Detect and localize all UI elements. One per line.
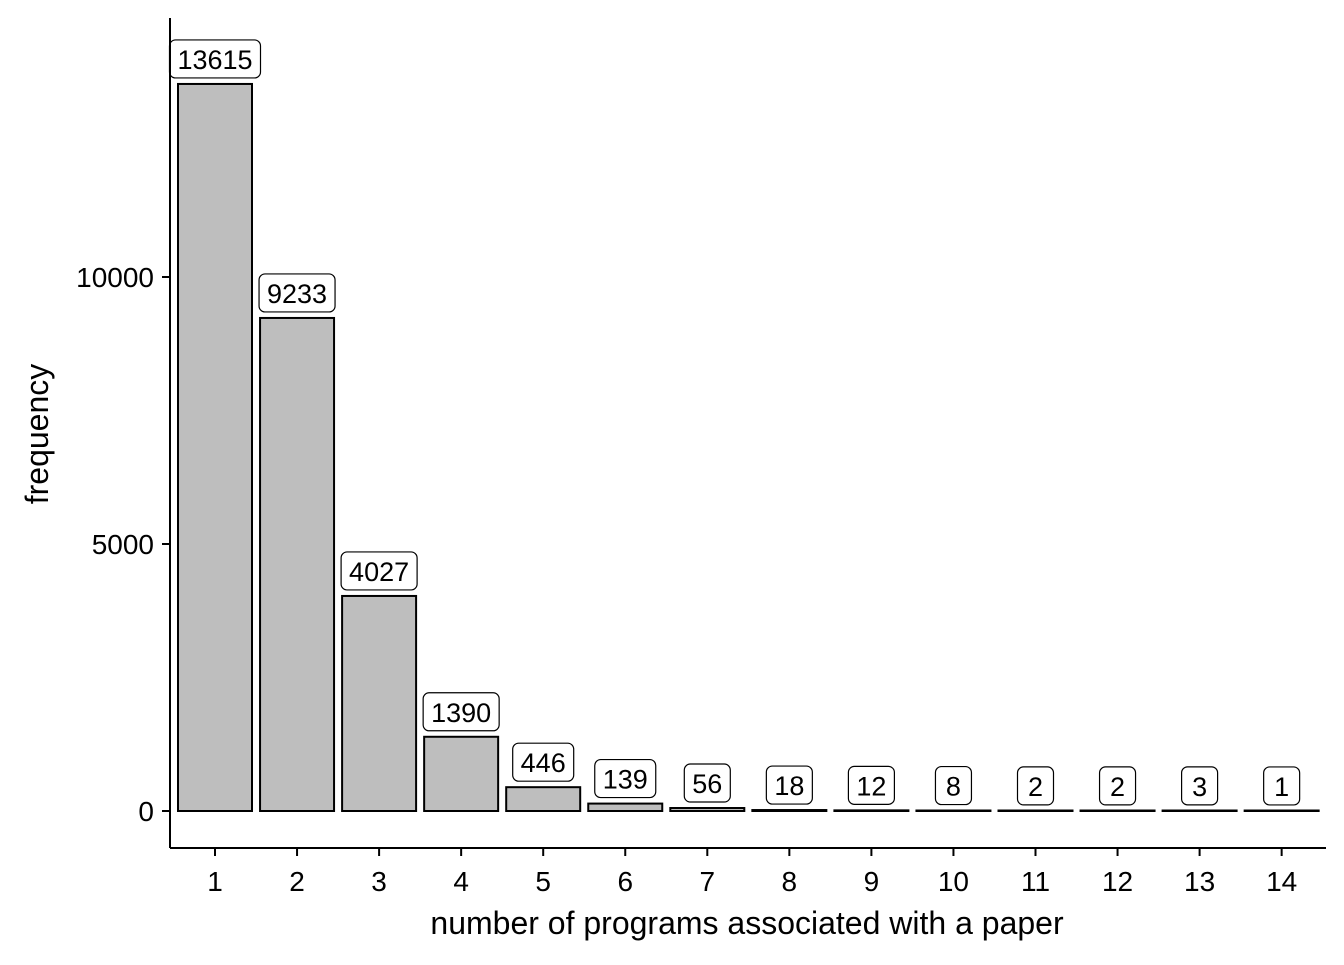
y-axis-title: frequency bbox=[19, 364, 55, 505]
data-label-box bbox=[1098, 766, 1137, 806]
data-label-box bbox=[422, 692, 500, 732]
data-label-box bbox=[1180, 766, 1219, 806]
data-label-box bbox=[934, 765, 973, 806]
x-ticks-layer: 1 2 3 4 5 6 7 8 9 10 11 12 13 14 bbox=[207, 848, 1297, 897]
data-label-9: 12 bbox=[847, 765, 896, 805]
data-label-4: 1390 bbox=[422, 692, 500, 732]
x-tick-label-9: 9 bbox=[864, 866, 880, 897]
data-label-box bbox=[847, 765, 896, 805]
y-tick-label-5000: 5000 bbox=[92, 529, 154, 560]
data-label-text: 13615 bbox=[177, 45, 252, 75]
x-axis-title: number of programs associated with a pap… bbox=[430, 905, 1064, 941]
data-label-14: 1 bbox=[1263, 766, 1301, 806]
bar-11 bbox=[997, 809, 1074, 812]
x-tick-label-7: 7 bbox=[700, 866, 716, 897]
data-label-11: 2 bbox=[1016, 766, 1055, 806]
data-label-text: 2 bbox=[1110, 772, 1125, 802]
x-tick-label-14: 14 bbox=[1266, 866, 1297, 897]
data-label-8: 18 bbox=[765, 765, 813, 805]
data-label-12: 2 bbox=[1098, 766, 1137, 806]
data-label-box bbox=[512, 742, 575, 782]
data-label-13: 3 bbox=[1180, 766, 1219, 806]
data-label-box bbox=[1263, 766, 1301, 806]
data-label-box bbox=[765, 765, 813, 805]
bar-9 bbox=[833, 809, 910, 812]
x-tick-label-6: 6 bbox=[617, 866, 633, 897]
bar-12 bbox=[1079, 809, 1156, 812]
data-label-text: 12 bbox=[856, 771, 886, 801]
data-label-10: 8 bbox=[934, 765, 973, 806]
data-label-6: 139 bbox=[594, 758, 657, 799]
data-label-2: 9233 bbox=[258, 273, 336, 313]
x-tick-label-3: 3 bbox=[371, 866, 387, 897]
data-labels-layer: 13615 9233 4027 1390 446 139 56 18 12 8 2 2 3 1 bbox=[168, 39, 1301, 806]
bar-3 bbox=[341, 594, 418, 812]
data-label-box bbox=[683, 763, 731, 803]
bar-4 bbox=[423, 735, 500, 812]
data-label-text: 4027 bbox=[349, 557, 409, 587]
x-tick-label-1: 1 bbox=[207, 866, 223, 897]
bars-layer bbox=[177, 82, 1320, 813]
x-tick-label-4: 4 bbox=[453, 866, 469, 897]
bar-6 bbox=[587, 802, 664, 812]
data-label-5: 446 bbox=[512, 742, 575, 782]
data-label-text: 446 bbox=[521, 748, 566, 778]
data-label-3: 4027 bbox=[340, 551, 418, 591]
data-label-box bbox=[594, 758, 657, 799]
data-label-text: 8 bbox=[946, 772, 961, 802]
data-label-text: 139 bbox=[603, 765, 648, 795]
bar-14 bbox=[1243, 809, 1320, 812]
x-tick-label-5: 5 bbox=[535, 866, 551, 897]
bar-8 bbox=[751, 809, 828, 813]
y-tick-label-10000: 10000 bbox=[76, 262, 154, 293]
bar-7 bbox=[669, 807, 746, 812]
x-tick-label-11: 11 bbox=[1021, 866, 1050, 897]
x-tick-label-8: 8 bbox=[782, 866, 798, 897]
bar-13 bbox=[1161, 809, 1238, 812]
y-tick-label-0: 0 bbox=[138, 796, 154, 827]
x-tick-label-12: 12 bbox=[1102, 866, 1133, 897]
data-label-text: 9233 bbox=[267, 279, 327, 309]
data-label-box bbox=[258, 273, 336, 313]
data-label-text: 56 bbox=[692, 769, 722, 799]
data-label-text: 1 bbox=[1274, 772, 1289, 802]
data-label-7: 56 bbox=[683, 763, 731, 803]
bar-1 bbox=[177, 82, 253, 813]
data-label-box bbox=[340, 551, 418, 591]
data-label-text: 3 bbox=[1192, 772, 1207, 802]
y-ticks-layer: 0 5000 10000 bbox=[76, 262, 170, 827]
bar-5 bbox=[505, 786, 582, 812]
bar-2 bbox=[259, 316, 336, 812]
x-tick-label-2: 2 bbox=[289, 866, 305, 897]
x-tick-label-10: 10 bbox=[938, 866, 969, 897]
data-label-text: 18 bbox=[774, 771, 804, 801]
x-tick-label-13: 13 bbox=[1184, 866, 1215, 897]
data-label-text: 2 bbox=[1028, 772, 1043, 802]
data-label-text: 1390 bbox=[431, 698, 491, 728]
bar-10 bbox=[915, 809, 992, 812]
data-label-1: 13615 bbox=[168, 39, 262, 79]
data-label-box bbox=[1016, 766, 1055, 806]
